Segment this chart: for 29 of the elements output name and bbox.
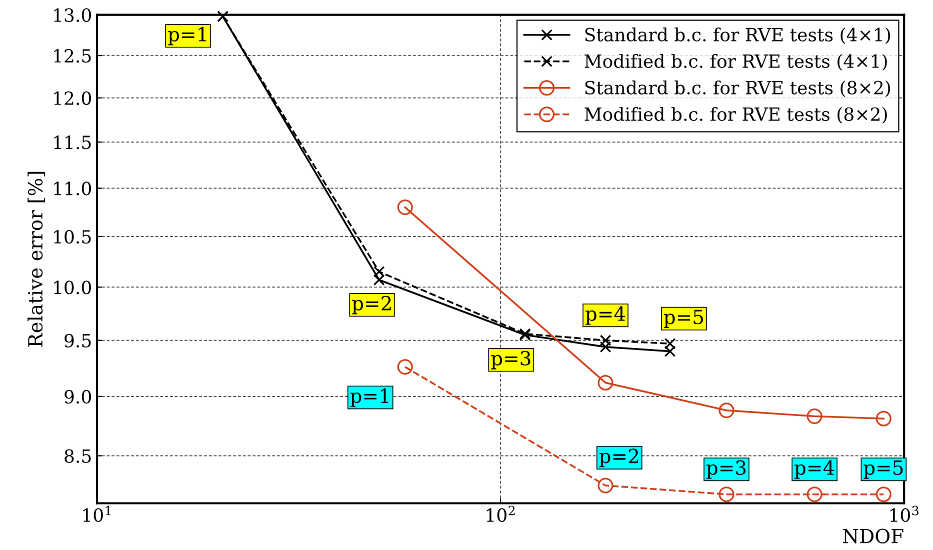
legend-label: Modified b.c. for RVE tests (8×2)	[584, 106, 887, 124]
y-tick-label: 12.0	[54, 91, 91, 106]
annotation: p=1	[168, 26, 206, 46]
y-tick-label: 12.5	[54, 49, 91, 63]
y-tick-label: 9.5	[64, 334, 91, 348]
annotation: p=4	[794, 460, 834, 479]
x-tick-label: 10$^{3}$	[890, 506, 918, 522]
x-tick-label: 10$^{2}$	[486, 506, 515, 522]
x-tick-label: 10$^{1}$	[83, 506, 111, 522]
y-tick-label: 11.5	[54, 136, 91, 150]
annotation: p=3	[491, 350, 530, 370]
y-tick-label: 10.0	[54, 280, 91, 294]
y-tick-label: 9.0	[64, 390, 91, 404]
annotation: p=3	[706, 460, 746, 479]
y-tick-label: 10.5	[54, 230, 91, 244]
y-axis-title: Relative error [%]	[28, 172, 45, 347]
annotation: p=2	[599, 448, 638, 468]
y-tick-label: 11.0	[54, 182, 91, 196]
y-tick-label: 13.0	[54, 8, 91, 22]
legend-label: Standard b.c. for RVE tests (4×1)	[585, 27, 890, 44]
x-axis-title: NDOF	[842, 528, 904, 544]
annotation: p=5	[664, 310, 703, 328]
annotation: p=1	[350, 388, 388, 407]
y-tick-label: 8.5	[64, 449, 91, 463]
annotation: p=2	[352, 296, 391, 314]
annotation: p=4	[586, 306, 626, 325]
annotation: p=5	[864, 460, 903, 479]
legend-label: Modified b.c. for RVE tests (4×1)	[584, 54, 887, 71]
legend-label: Standard b.c. for RVE tests (8×2)	[585, 80, 890, 98]
